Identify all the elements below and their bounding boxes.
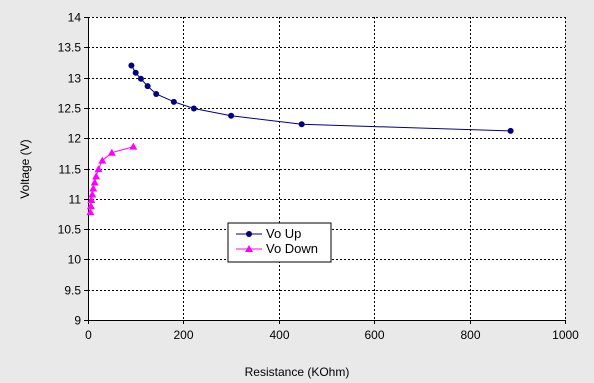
axes [84,17,566,324]
data-point-vo-down [90,178,99,186]
y-tick-label: 14 [68,11,82,25]
y-tick-label: 9 [74,314,81,328]
grid [88,17,566,320]
legend-label-vo-down: Vo Down [266,241,318,256]
data-point-vo-up [137,75,144,82]
plot-area [88,17,565,320]
y-tick-labels: 9 9.5 10 10.5 11 11.5 12 12.5 13 13.5 14 [58,11,82,328]
y-tick-label: 10 [68,253,82,267]
y-tick-label: 11.5 [59,163,82,177]
data-point-vo-up [170,98,177,105]
y-tick-label: 10.5 [58,223,82,237]
x-axis-label: Resistance (KOhm) [245,365,350,379]
legend-marker-vo-down [245,245,253,252]
data-point-vo-up [228,112,235,119]
x-tick-label: 600 [364,328,384,342]
data-point-vo-down [86,202,95,210]
y-tick-label: 9.5 [64,284,81,298]
data-point-vo-up [507,127,514,134]
series-line-vo-up [130,65,511,132]
y-tick-label: 12 [68,132,82,146]
x-tick-label: 800 [460,328,480,342]
data-point-vo-down [92,172,101,180]
y-axis-label: Voltage (V) [18,139,32,198]
data-point-vo-down [107,148,116,156]
y-tick-label: 12.5 [58,102,82,116]
legend-box [227,222,332,263]
x-tick-label: 0 [85,328,92,342]
data-point-vo-up [190,105,197,112]
data-point-vo-up [298,121,305,128]
data-point-vo-down [88,190,97,198]
x-tick-label: 1000 [552,328,579,342]
y-tick-label: 11 [69,193,82,207]
legend-label-vo-up: Vo Up [266,226,301,241]
data-point-vo-down [86,208,95,216]
legend-marker-vo-up [246,231,252,237]
data-point-vo-up [132,69,139,76]
data-point-vo-down [87,196,96,204]
x-tick-label: 400 [269,328,289,342]
data-point-vo-up [144,83,151,90]
data-point-vo-down [94,165,103,173]
x-tick-label: 200 [173,328,193,342]
y-tick-label: 13 [68,72,82,86]
data-point-vo-down [129,142,138,150]
legend[interactable]: Vo Up Vo Down [227,222,332,263]
y-tick-label: 13.5 [58,41,82,55]
data-point-vo-down [98,156,107,164]
data-point-vo-down [89,184,98,192]
data-point-vo-up [153,90,160,97]
x-tick-labels: 0 200 400 600 800 1000 [85,328,579,342]
data-point-vo-up [128,62,135,69]
series [86,62,514,216]
